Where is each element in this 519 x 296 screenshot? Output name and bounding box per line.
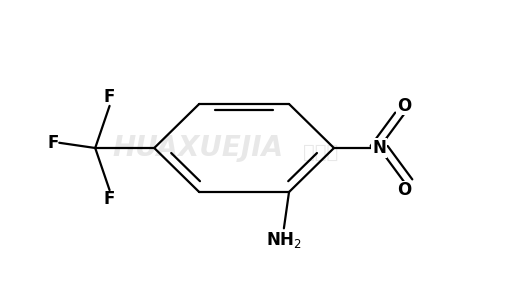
Text: F: F [104, 190, 115, 208]
Text: F: F [104, 88, 115, 106]
Text: N: N [372, 139, 386, 157]
Text: HUAXUEJIA: HUAXUEJIA [112, 134, 283, 162]
Text: 化学加: 化学加 [304, 143, 339, 162]
Text: F: F [48, 134, 59, 152]
Text: O: O [397, 181, 411, 200]
Text: O: O [397, 96, 411, 115]
Text: NH$_2$: NH$_2$ [266, 230, 302, 250]
